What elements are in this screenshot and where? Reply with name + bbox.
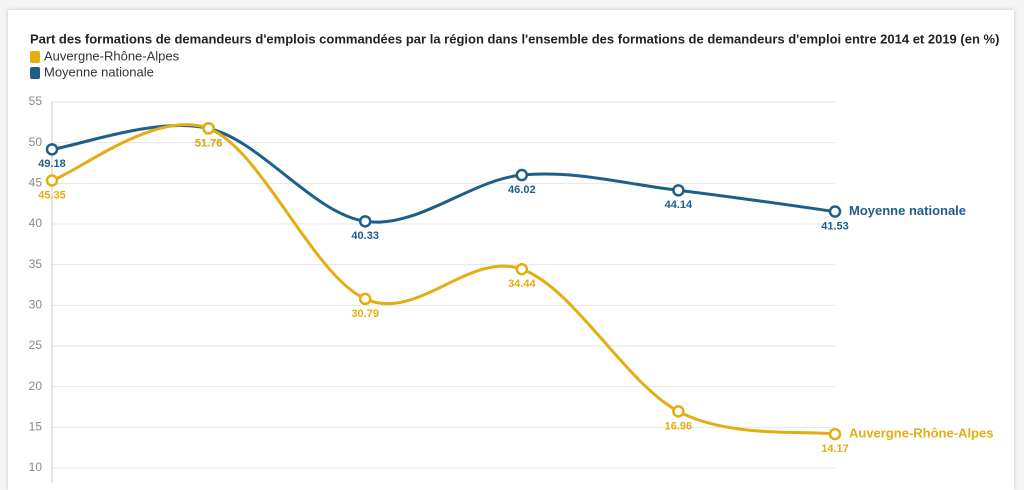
y-tick-label: 20 (29, 379, 43, 393)
data-point (358, 292, 372, 306)
data-label: 16.96 (665, 420, 693, 432)
data-point (672, 405, 685, 418)
y-tick-label: 55 (29, 94, 43, 108)
y-tick-label: 25 (29, 338, 43, 352)
legend-label: Auvergne-Rhône-Alpes (44, 48, 180, 63)
data-point (358, 215, 372, 228)
y-tick-label: 10 (29, 460, 43, 474)
data-point (828, 427, 842, 441)
data-label: 41.53 (821, 220, 849, 232)
data-point (828, 205, 842, 218)
data-point (202, 122, 215, 135)
series-end-label: Auvergne-Rhône-Alpes (849, 426, 993, 441)
card (8, 10, 1014, 490)
y-tick-label: 50 (29, 135, 43, 149)
y-tick-label: 30 (29, 298, 43, 312)
data-point (45, 174, 59, 187)
legend-swatch (30, 67, 40, 79)
data-point (672, 184, 685, 197)
series-line (51, 124, 836, 224)
data-point (515, 168, 529, 182)
data-label: 46.02 (508, 184, 536, 196)
y-tick-label: 35 (29, 257, 43, 271)
data-label: 30.79 (351, 308, 379, 320)
legend-swatch (30, 51, 40, 63)
data-label: 44.14 (665, 199, 693, 211)
data-label: 51.76 (195, 137, 223, 149)
y-tick-label: 45 (29, 176, 43, 190)
data-label: 49.18 (38, 158, 66, 170)
data-label: 14.17 (821, 443, 849, 455)
data-point (515, 262, 529, 276)
data-label: 34.44 (508, 278, 536, 290)
series-line (51, 123, 836, 436)
data-label: 51.76 (195, 137, 223, 149)
y-tick-label: 40 (29, 216, 43, 230)
legend-label: Moyenne nationale (44, 64, 154, 79)
data-point (45, 143, 59, 156)
chart-title: Part des formations de demandeurs d'empl… (30, 31, 999, 46)
series-end-label: Moyenne nationale (849, 203, 966, 218)
data-label: 45.35 (38, 189, 66, 201)
y-tick-label: 15 (29, 420, 43, 434)
data-label: 40.33 (351, 230, 379, 242)
